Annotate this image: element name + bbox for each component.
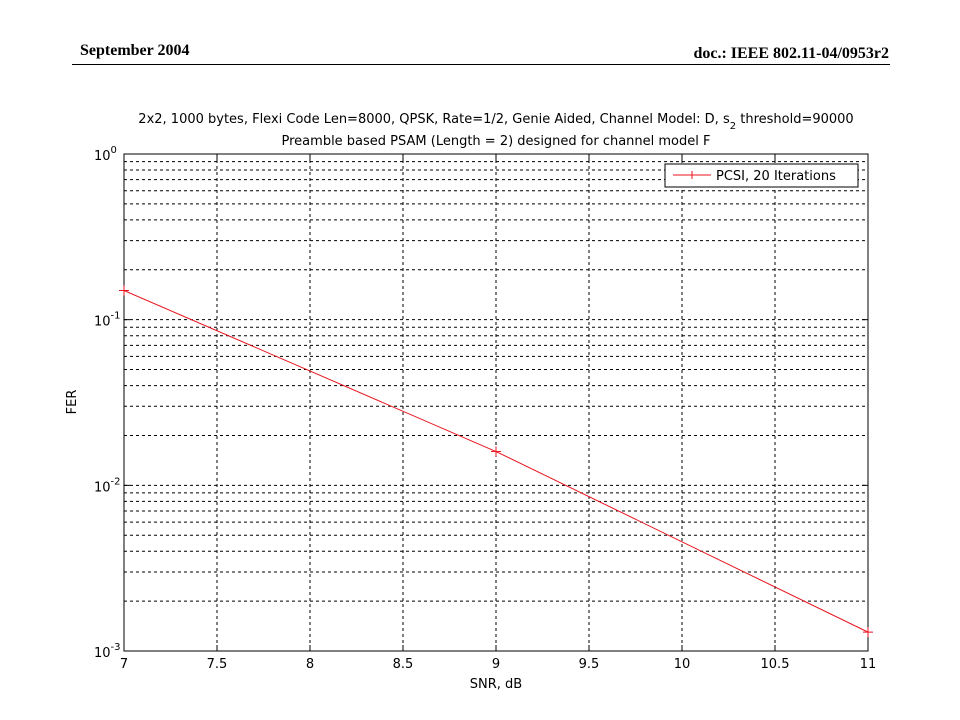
y-tick-label: 10-3 xyxy=(94,642,121,661)
header-rule xyxy=(72,64,890,65)
y-tick-exponent: -2 xyxy=(111,476,121,487)
data-point-marker xyxy=(119,285,129,296)
x-tick-label: 9 xyxy=(492,657,500,672)
grid-lines xyxy=(124,154,868,651)
y-tick-base: 10 xyxy=(94,646,111,661)
y-axis-label: FER xyxy=(65,390,80,415)
legend-label: PCSI, 20 Iterations xyxy=(716,169,836,184)
legend: PCSI, 20 Iterations xyxy=(664,163,859,188)
chart-title-main: 2x2, 1000 bytes, Flexi Code Len=8000, QP… xyxy=(138,112,730,127)
y-tick-exponent: -1 xyxy=(111,311,121,322)
x-axis-label: SNR, dB xyxy=(470,677,522,692)
x-tick-label: 8.5 xyxy=(393,657,414,672)
header-doc-id: doc.: IEEE 802.11-04/0953r2 xyxy=(693,45,889,62)
chart-title-tail: threshold=90000 xyxy=(736,112,854,127)
data-point-marker xyxy=(491,446,501,457)
y-tick-base: 10 xyxy=(94,480,111,495)
x-tick-label: 11 xyxy=(860,657,877,672)
chart-title-subscript: 2 xyxy=(730,121,736,132)
y-tick-label: 100 xyxy=(94,145,117,164)
y-tick-label: 10-2 xyxy=(94,476,121,495)
x-tick-label: 10 xyxy=(674,657,691,672)
y-tick-exponent: -3 xyxy=(111,642,121,653)
y-tick-base: 10 xyxy=(94,315,111,330)
x-tick-label: 7.5 xyxy=(207,657,228,672)
x-tick-label: 7 xyxy=(120,657,128,672)
series-layer xyxy=(119,285,873,638)
x-tick-label: 10.5 xyxy=(761,657,790,672)
chart-title-line2: Preamble based PSAM (Length = 2) designe… xyxy=(282,134,711,149)
x-tick-label: 8 xyxy=(306,657,314,672)
y-tick-exponent: 0 xyxy=(111,145,117,156)
x-tick-label: 9.5 xyxy=(579,657,600,672)
legend-marker xyxy=(688,171,696,179)
y-tick-label: 10-1 xyxy=(94,311,121,330)
y-tick-base: 10 xyxy=(94,149,111,164)
header-date: September 2004 xyxy=(80,42,190,59)
data-point-marker xyxy=(863,627,873,638)
legend-box xyxy=(664,163,859,188)
chart-title-line1: 2x2, 1000 bytes, Flexi Code Len=8000, QP… xyxy=(138,112,853,132)
